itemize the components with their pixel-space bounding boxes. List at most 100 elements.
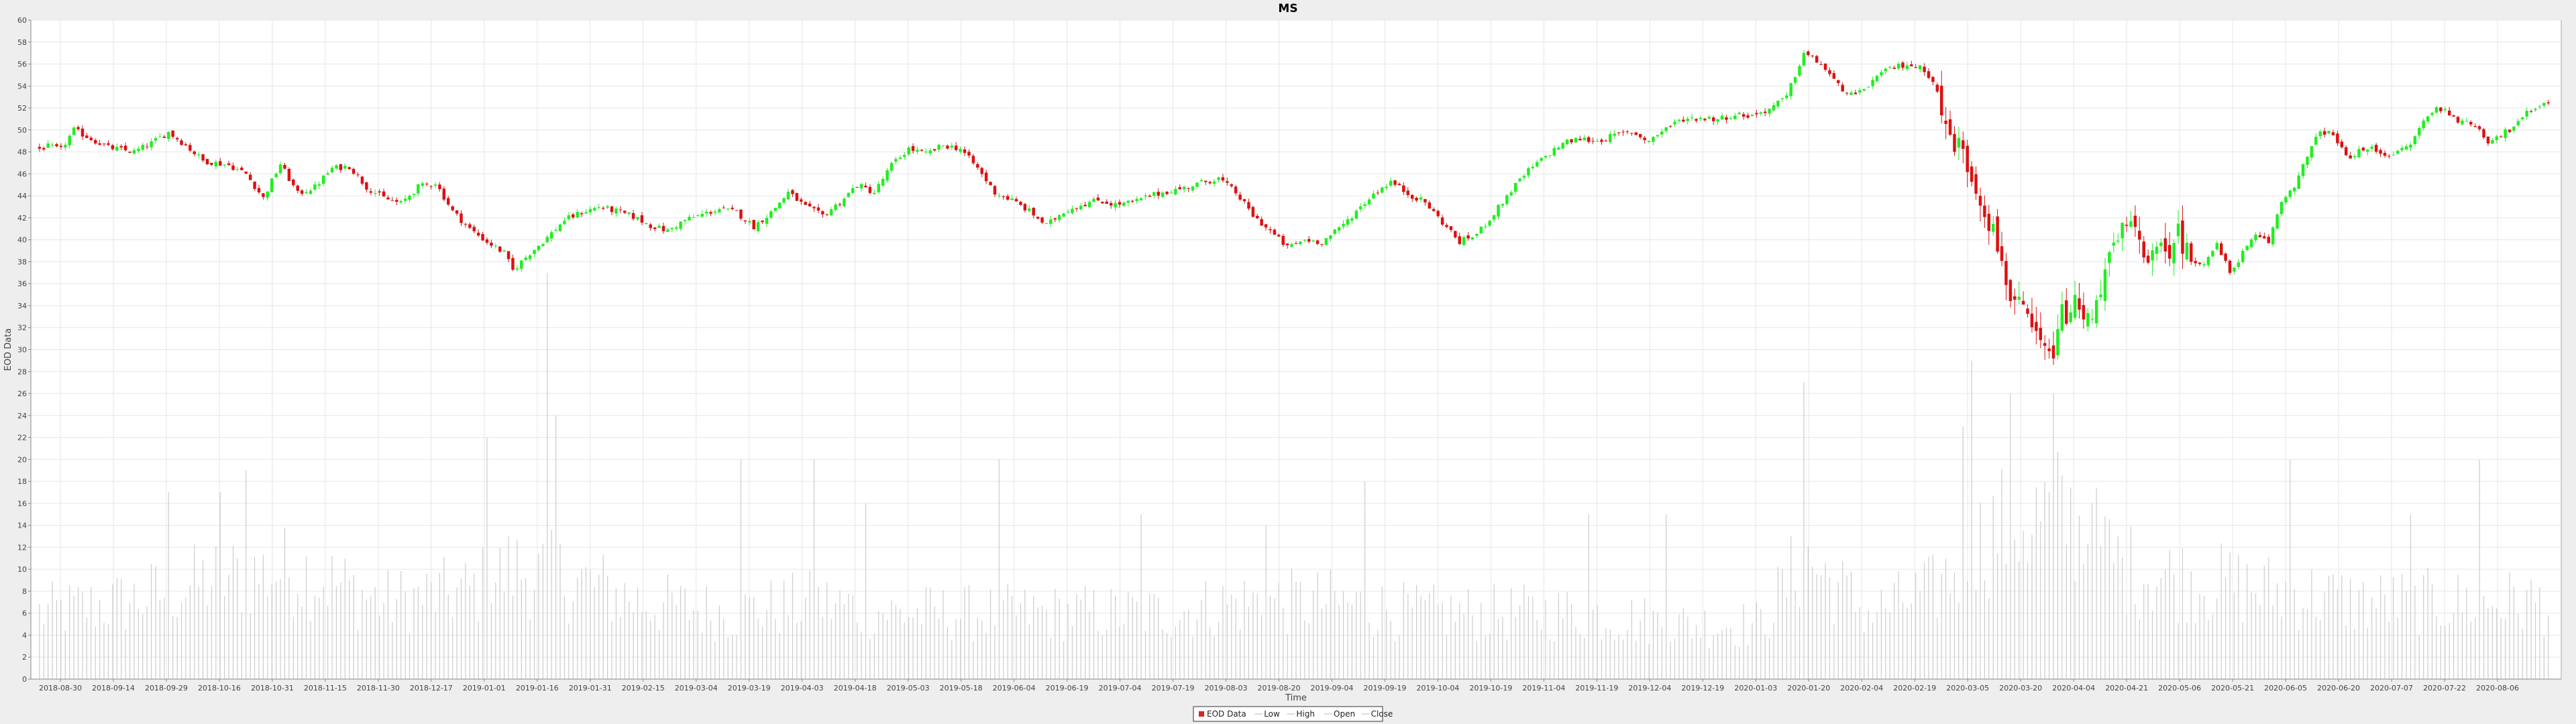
candle-body	[946, 145, 949, 149]
candle-body	[2482, 129, 2485, 138]
candle-body	[313, 184, 317, 190]
candle-body	[558, 224, 562, 231]
candle-body	[606, 206, 609, 208]
candle-body	[2004, 261, 2008, 286]
y-tick-label: 42	[17, 214, 27, 223]
candle-body	[1957, 137, 1961, 148]
candle-body	[386, 197, 390, 200]
x-tick-label: 2019-04-03	[781, 684, 824, 692]
candle-body	[1247, 202, 1250, 209]
candle-body	[2534, 109, 2537, 111]
candle-body	[2379, 149, 2382, 154]
candle-body	[1389, 180, 1393, 186]
candle-body	[1294, 243, 1298, 244]
x-tick-label: 2019-10-04	[1416, 684, 1459, 692]
candle-body	[2430, 113, 2434, 115]
candle-body	[2026, 308, 2029, 314]
candle-body	[447, 198, 450, 205]
candle-body	[2035, 322, 2038, 331]
candle-body	[2322, 131, 2326, 135]
candle-body	[1725, 117, 1728, 120]
candle-body	[1273, 229, 1277, 235]
candle-body	[1780, 98, 1784, 99]
candle-body	[834, 204, 837, 210]
candle-body	[881, 178, 885, 186]
candle-body	[1260, 219, 1263, 226]
candle-body	[2516, 121, 2520, 125]
candle-body	[1234, 186, 1238, 194]
candle-body	[1871, 80, 1874, 86]
candle-body	[1101, 202, 1104, 204]
candle-body	[1251, 206, 1255, 217]
y-tick-label: 52	[17, 104, 27, 113]
candle-body	[1165, 191, 1169, 194]
candle-body	[1470, 237, 1474, 239]
candle-body	[2400, 147, 2404, 151]
y-tick-label: 2	[22, 653, 27, 662]
candle-body	[1918, 65, 1922, 70]
y-axis-title: EOD Data	[3, 328, 13, 371]
candle-body	[928, 150, 932, 154]
x-tick-label: 2019-09-19	[1363, 684, 1406, 692]
candle-body	[898, 158, 902, 160]
candle-body	[1729, 118, 1733, 119]
candle-body	[1966, 145, 1969, 172]
candlesticks	[38, 50, 2551, 365]
legend-entry-label: EOD Data	[1207, 709, 1246, 719]
candle-body	[421, 183, 425, 186]
candle-body	[993, 186, 997, 195]
x-tick-label: 2019-12-04	[1628, 684, 1671, 692]
candle-body	[989, 182, 992, 186]
candle-body	[1962, 140, 1965, 149]
candle-body	[408, 196, 411, 200]
candle-body	[1987, 213, 1991, 231]
candle-body	[1397, 184, 1401, 186]
candle-body	[360, 176, 364, 184]
candle-body	[2314, 137, 2318, 145]
x-tick-label: 2020-06-05	[2264, 684, 2307, 692]
candle-body	[2069, 312, 2072, 322]
candle-body	[2086, 313, 2090, 326]
candle-body	[855, 186, 859, 188]
candle-body	[1673, 121, 1676, 125]
candle-body	[119, 145, 123, 147]
candle-body	[150, 141, 153, 147]
candle-body	[1789, 83, 1792, 97]
candle-body	[843, 198, 846, 206]
candle-body	[1118, 202, 1122, 205]
candle-body	[1178, 187, 1182, 190]
candle-body	[1690, 117, 1694, 118]
candle-body	[584, 212, 588, 214]
candle-body	[1410, 194, 1414, 199]
candle-body	[115, 147, 119, 151]
candle-body	[1896, 63, 1900, 69]
candle-body	[390, 200, 394, 201]
candle-body	[580, 213, 584, 215]
candle-body	[1182, 186, 1186, 190]
candle-body	[549, 232, 553, 239]
candle-body	[2301, 164, 2305, 176]
x-tick-label: 2019-03-04	[675, 684, 718, 692]
candle-body	[1354, 210, 1358, 219]
candle-body	[85, 135, 89, 138]
candle-body	[1083, 204, 1087, 206]
candle-body	[2254, 234, 2257, 241]
candle-body	[2047, 348, 2051, 351]
candle-body	[2228, 260, 2232, 274]
legend-entry-label: Open	[1334, 709, 1355, 719]
candle-body	[1660, 131, 1664, 135]
candle-body	[726, 208, 730, 210]
candle-body	[2094, 300, 2098, 324]
candle-body	[1096, 197, 1100, 201]
legend-entry-label: Close	[1371, 709, 1393, 719]
candle-body	[2495, 136, 2499, 140]
candle-body	[1750, 115, 1754, 116]
candle-body	[528, 255, 532, 259]
candle-body	[2306, 156, 2309, 165]
y-tick-label: 8	[22, 587, 27, 596]
candle-body	[240, 168, 244, 170]
y-tick-label: 54	[17, 82, 27, 90]
candle-body	[1105, 201, 1108, 204]
candle-body	[1221, 177, 1225, 181]
